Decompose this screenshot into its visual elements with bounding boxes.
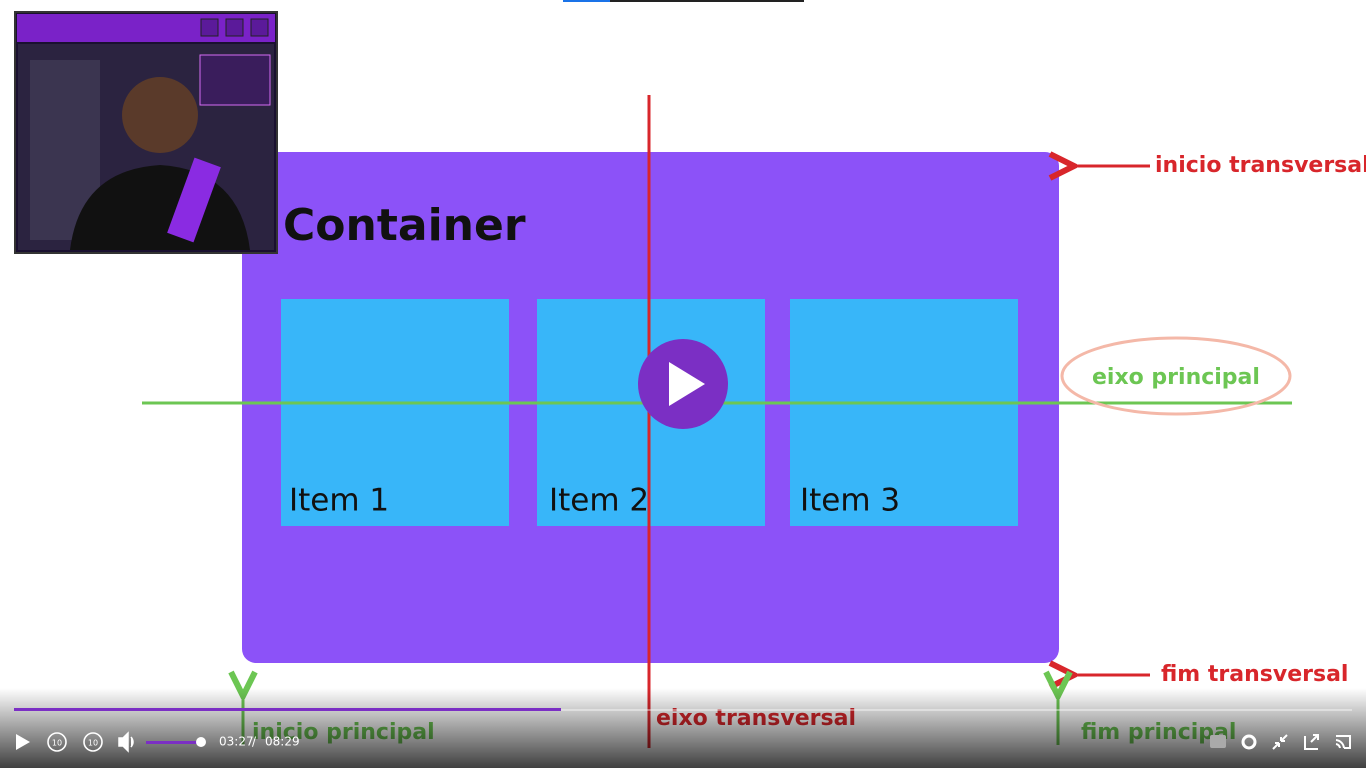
controls-shade [0, 688, 1366, 768]
top-bar [563, 0, 804, 2]
exit-fullscreen-button[interactable] [1272, 734, 1288, 750]
time-separator: / [252, 735, 257, 749]
cast-button[interactable] [1335, 735, 1351, 749]
item-box [281, 299, 509, 526]
volume-knob[interactable] [196, 737, 206, 747]
container-title: Container [283, 200, 526, 251]
volume-button[interactable] [118, 731, 134, 753]
rewind-button[interactable]: 10 [47, 732, 67, 752]
cross-end-label: fim transversal [1161, 662, 1348, 687]
item-label: Item 3 [800, 483, 900, 519]
highlight-ellipse [1060, 336, 1292, 416]
captions-button[interactable] [1210, 735, 1226, 748]
item-label: Item 1 [289, 483, 389, 519]
progress-fill [14, 708, 561, 711]
rewind-label: 10 [52, 739, 62, 748]
big-play-button[interactable] [638, 339, 728, 429]
popout-button[interactable] [1304, 734, 1319, 750]
cross-start-label: inicio transversal [1155, 153, 1366, 178]
forward-label: 10 [88, 739, 98, 748]
top-bar-fill [563, 0, 610, 2]
duration: 08:29 [265, 735, 300, 749]
main-axis-label: eixo principal [1092, 365, 1260, 390]
play-button[interactable] [16, 734, 30, 750]
settings-button[interactable] [1241, 734, 1257, 750]
item-label: Item 2 [549, 483, 649, 519]
webcam-overlay [14, 11, 278, 254]
volume-slider[interactable] [146, 741, 201, 744]
forward-button[interactable]: 10 [83, 732, 103, 752]
item-box [790, 299, 1018, 526]
progress-track[interactable] [14, 709, 1352, 711]
current-time: 03:27 [219, 735, 254, 749]
